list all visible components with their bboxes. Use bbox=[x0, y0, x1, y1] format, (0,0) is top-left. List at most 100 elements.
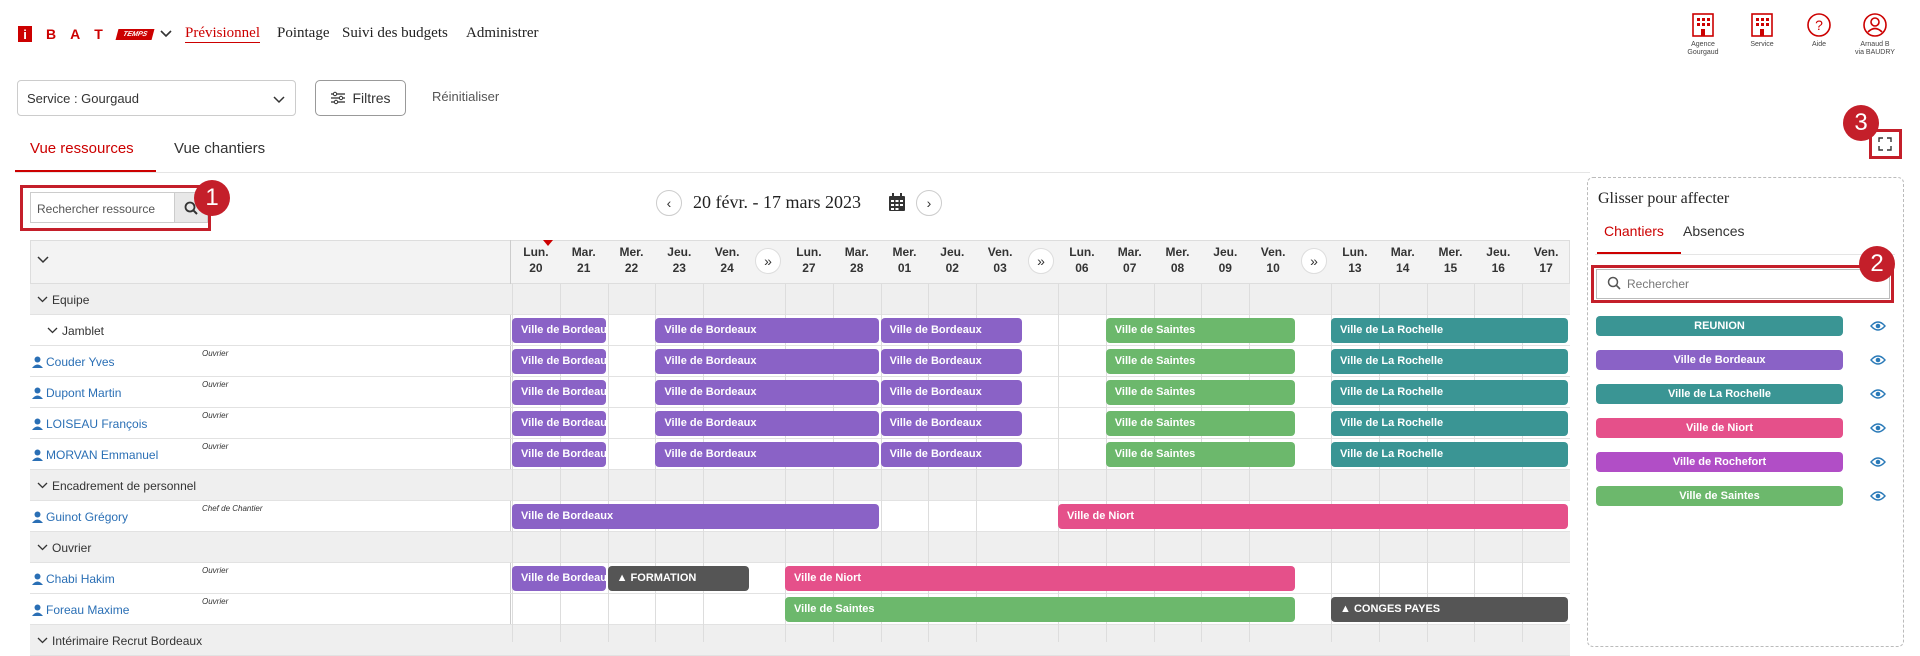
eye-icon[interactable] bbox=[1870, 490, 1886, 502]
chantier-search-input[interactable]: Rechercher bbox=[1596, 269, 1890, 299]
next-period-button[interactable]: › bbox=[916, 190, 942, 216]
service-select[interactable]: Service : Gourgaud bbox=[17, 80, 296, 116]
user-menu-button[interactable]: Arnaud B via BAUDRY bbox=[1845, 12, 1905, 57]
day-name: Jeu. bbox=[1486, 245, 1511, 259]
agence-button[interactable]: Agence Gourgaud bbox=[1673, 12, 1733, 57]
chantier-bar[interactable]: Ville de Bordeaux bbox=[512, 380, 606, 405]
chantier-bar[interactable]: Ville de Bordeaux bbox=[880, 442, 1022, 467]
chantier-chip[interactable]: Ville de La Rochelle bbox=[1596, 384, 1843, 404]
chevron-down-icon bbox=[273, 96, 285, 104]
resource-link[interactable]: Chabi Hakim bbox=[32, 572, 115, 586]
chantier-bar[interactable]: Ville de Bordeaux bbox=[880, 411, 1022, 436]
bar-label: Ville de Bordeaux bbox=[664, 417, 757, 429]
chevron-down-icon[interactable] bbox=[37, 544, 48, 551]
bar-label: Ville de Bordeaux bbox=[521, 324, 606, 336]
chantier-bar[interactable]: Ville de Bordeaux bbox=[655, 318, 879, 343]
chantier-bar[interactable]: Ville de Niort bbox=[785, 566, 1295, 591]
nav-suivi-budgets[interactable]: Suivi des budgets bbox=[342, 25, 448, 41]
calendar-icon[interactable] bbox=[888, 193, 906, 212]
chantier-bar[interactable]: Ville de Bordeaux bbox=[512, 349, 606, 374]
chantier-bar[interactable]: Ville de Bordeaux bbox=[512, 504, 879, 529]
help-button[interactable]: ? Aide bbox=[1789, 12, 1849, 49]
chantier-bar[interactable]: Ville de Bordeaux bbox=[880, 349, 1022, 374]
resource-link[interactable]: MORVAN Emmanuel bbox=[32, 448, 158, 462]
resource-search-input[interactable]: Rechercher ressource bbox=[30, 192, 174, 223]
eye-icon[interactable] bbox=[1870, 388, 1886, 400]
previous-period-button[interactable]: ‹ bbox=[656, 190, 682, 216]
chantier-bar[interactable]: Ville de Bordeaux bbox=[880, 318, 1022, 343]
eye-icon[interactable] bbox=[1870, 354, 1886, 366]
chantier-bar[interactable]: Ville de Bordeaux bbox=[655, 442, 879, 467]
eye-icon[interactable] bbox=[1870, 320, 1886, 332]
ibat-logo[interactable]: i B A T TEMPS bbox=[18, 26, 155, 42]
double-chevron-icon: » bbox=[1037, 253, 1045, 269]
chantier-bar[interactable]: Ville de La Rochelle bbox=[1331, 442, 1568, 467]
resource-link[interactable]: Guinot Grégory bbox=[32, 510, 128, 524]
tab-absences[interactable]: Absences bbox=[1683, 223, 1745, 239]
chantier-bar[interactable]: Ville de Bordeaux bbox=[512, 318, 606, 343]
skip-weekend-button[interactable]: » bbox=[755, 248, 781, 274]
fullscreen-icon[interactable] bbox=[1878, 137, 1892, 151]
day-name: Mer. bbox=[1165, 245, 1190, 259]
collapse-all-icon[interactable] bbox=[37, 256, 49, 264]
resource-link[interactable]: Couder Yves bbox=[32, 355, 115, 369]
chevron-down-icon[interactable] bbox=[37, 296, 48, 303]
day-header: Ven. 24 bbox=[703, 244, 751, 276]
absence-bar[interactable]: ▲ CONGES PAYES bbox=[1331, 597, 1568, 622]
chantier-chip[interactable]: Ville de Niort bbox=[1596, 418, 1843, 438]
chantier-chip[interactable]: Ville de Saintes bbox=[1596, 486, 1843, 506]
skip-weekend-button[interactable]: » bbox=[1028, 248, 1054, 274]
chantier-bar[interactable]: Ville de La Rochelle bbox=[1331, 411, 1568, 436]
chantier-bar[interactable]: Ville de Bordeaux bbox=[512, 442, 606, 467]
filters-button[interactable]: Filtres bbox=[315, 80, 406, 116]
bar-label: Ville de Saintes bbox=[1114, 355, 1196, 367]
svg-text:?: ? bbox=[1815, 17, 1823, 33]
chantier-bar[interactable]: Ville de Bordeaux bbox=[655, 380, 879, 405]
skip-weekend-button[interactable]: » bbox=[1301, 248, 1327, 274]
day-name: Mer. bbox=[619, 245, 644, 259]
chantier-bar[interactable]: Ville de Saintes bbox=[1105, 318, 1295, 343]
service-button[interactable]: Service bbox=[1732, 12, 1792, 49]
resource-link[interactable]: Foreau Maxime bbox=[32, 603, 129, 617]
chantier-bar[interactable]: Ville de Saintes bbox=[1105, 349, 1295, 374]
callout-box-3 bbox=[1869, 129, 1902, 159]
resource-link[interactable]: LOISEAU François bbox=[32, 417, 147, 431]
chantier-bar[interactable]: Ville de Bordeaux bbox=[655, 411, 879, 436]
chantier-bar[interactable]: Ville de Saintes bbox=[1105, 442, 1295, 467]
nav-pointage[interactable]: Pointage bbox=[277, 25, 330, 41]
chantier-bar[interactable]: Ville de Saintes bbox=[1105, 380, 1295, 405]
chantier-chip[interactable]: Ville de Bordeaux bbox=[1596, 350, 1843, 370]
chantier-chip[interactable]: Ville de Rochefort bbox=[1596, 452, 1843, 472]
resource-link[interactable]: Dupont Martin bbox=[32, 386, 121, 400]
chantier-chip[interactable]: REUNION bbox=[1596, 316, 1843, 336]
eye-icon[interactable] bbox=[1870, 456, 1886, 468]
day-header: Mer. 15 bbox=[1427, 244, 1475, 276]
chantier-bar[interactable]: Ville de Saintes bbox=[1105, 411, 1295, 436]
eye-icon[interactable] bbox=[1870, 422, 1886, 434]
tab-vue-chantiers[interactable]: Vue chantiers bbox=[174, 140, 266, 157]
day-header: Jeu. 16 bbox=[1474, 244, 1522, 276]
chantier-bar[interactable]: Ville de La Rochelle bbox=[1331, 380, 1568, 405]
chantier-bar[interactable]: Ville de Bordeaux bbox=[512, 566, 606, 591]
chevron-down-icon[interactable] bbox=[37, 482, 48, 489]
chantier-bar[interactable]: Ville de La Rochelle bbox=[1331, 349, 1568, 374]
nav-administrer[interactable]: Administrer bbox=[466, 25, 539, 41]
chevron-down-icon[interactable] bbox=[37, 637, 48, 644]
chantier-bar[interactable]: Ville de Niort bbox=[1058, 504, 1568, 529]
chantier-bar[interactable]: Ville de Bordeaux bbox=[512, 411, 606, 436]
tab-vue-ressources[interactable]: Vue ressources bbox=[30, 140, 134, 157]
panel-tabs-divider bbox=[1595, 254, 1895, 255]
chevron-down-icon[interactable] bbox=[160, 30, 172, 38]
reset-button[interactable]: Réinitialiser bbox=[432, 89, 500, 104]
tabs-divider bbox=[15, 172, 1590, 173]
tab-chantiers[interactable]: Chantiers bbox=[1604, 223, 1664, 239]
chantier-bar[interactable]: Ville de Bordeaux bbox=[880, 380, 1022, 405]
day-number: 22 bbox=[624, 261, 639, 275]
chantier-bar[interactable]: Ville de Saintes bbox=[785, 597, 1295, 622]
chantier-bar[interactable]: Ville de La Rochelle bbox=[1331, 318, 1568, 343]
service-label: Service bbox=[1750, 41, 1774, 48]
nav-previsionnel[interactable]: Prévisionnel bbox=[185, 25, 260, 43]
absence-bar[interactable]: ▲ FORMATION bbox=[607, 566, 749, 591]
chantier-bar[interactable]: Ville de Bordeaux bbox=[655, 349, 879, 374]
chevron-down-icon[interactable] bbox=[47, 327, 58, 334]
